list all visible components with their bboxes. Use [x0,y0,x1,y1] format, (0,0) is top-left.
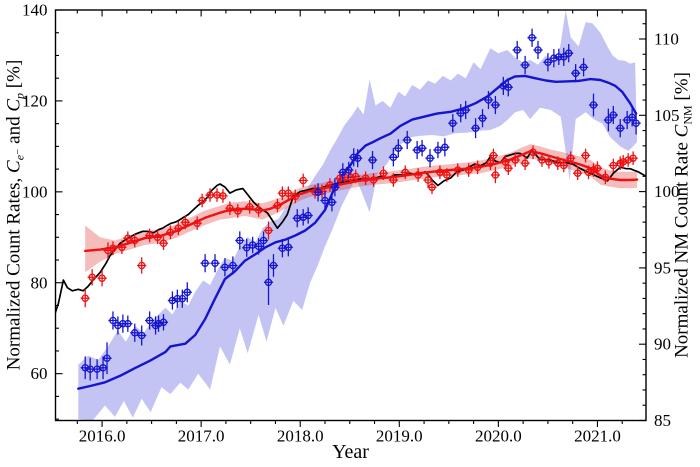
svg-text:2016.0: 2016.0 [79,427,126,446]
svg-text:100: 100 [654,182,680,201]
svg-text:80: 80 [31,273,48,292]
svg-text:95: 95 [654,258,671,277]
axis-ticks [55,9,646,427]
right-axis-title: Normalized NM Count Rate CNM [%] [671,10,695,421]
svg-text:2017.0: 2017.0 [178,427,225,446]
svg-text:140: 140 [22,1,48,20]
subscript-p: p [12,92,27,99]
band-ce_band [78,10,638,420]
right-axis-title-unit: [%] [671,72,693,106]
svg-text:60: 60 [31,364,48,383]
line-ce_line [77,74,638,390]
left-axis-title-and: and [3,111,25,149]
svg-text:2018.0: 2018.0 [277,427,324,446]
right-axis-title-text: Normalized NM Count Rate [671,137,693,358]
subscript-NM: NM [680,105,695,125]
left-axis-title: Normalized Count Rates, Ce⁻ and Cp [%] [3,10,27,421]
symbol-C-proton: C [3,98,25,112]
svg-text:2020.0: 2020.0 [475,427,522,446]
svg-text:85: 85 [654,411,671,430]
svg-text:2019.0: 2019.0 [376,427,423,446]
markers-ce_points [80,28,641,381]
markers-cp_points [80,145,638,308]
svg-text:100: 100 [22,182,48,201]
x-axis-title: Year [332,441,369,463]
left-axis-title-text: Normalized Count Rates, [3,172,25,371]
svg-text:120: 120 [22,91,48,110]
svg-text:105: 105 [654,106,680,125]
plot-frame [54,9,647,422]
axis-tick-labels: 2016.0 2017.0 2018.0 2019.0 2020.0 2021.0 60 80… [22,1,680,446]
plot-area [55,10,646,420]
svg-text:90: 90 [654,335,671,354]
svg-text:2021.0: 2021.0 [574,427,621,446]
svg-text:110: 110 [654,29,679,48]
left-axis-title-unit: [%] [3,59,25,93]
symbol-C-electron: C [3,160,25,173]
subscript-e-minus: e⁻ [12,148,27,161]
symbol-C-nm: C [671,124,693,138]
